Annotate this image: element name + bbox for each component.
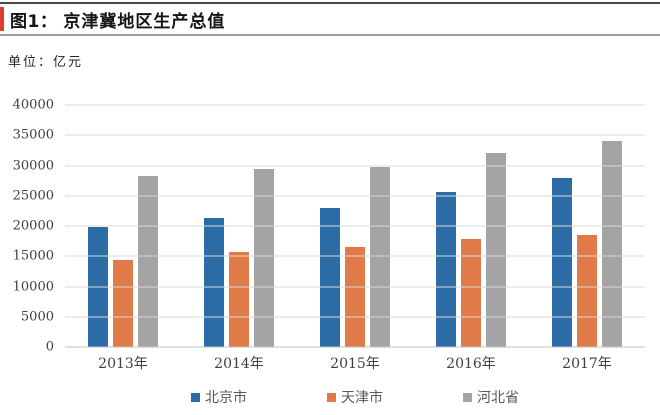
- legend-item-河北省: 河北省: [463, 387, 519, 407]
- bar-天津市-2016年: [461, 238, 481, 347]
- x-axis-labels: 2013年 2014年 2015年 2016年 2017年: [65, 353, 645, 373]
- legend-swatch-icon: [191, 392, 200, 402]
- y-tick-label: 30000: [12, 158, 54, 173]
- legend-swatch-icon: [463, 392, 472, 402]
- y-axis: 0 5000 10000 15000 20000 25000 30000 35000 40000: [0, 99, 58, 354]
- bar-河北省-2016年: [486, 152, 506, 347]
- gridline: [65, 255, 645, 257]
- plot-area: [65, 104, 645, 348]
- bar-北京市-2014年: [204, 217, 224, 347]
- bar-group-2015年: [320, 105, 390, 347]
- legend-item-天津市: 天津市: [327, 387, 383, 407]
- title-block: 图1： 京津冀地区生产总值: [0, 2, 660, 36]
- gridline: [65, 316, 645, 318]
- x-tick-label: 2014年: [214, 356, 264, 372]
- title-accent-bar: [0, 7, 4, 31]
- bar-北京市-2013年: [88, 227, 108, 347]
- y-tick-label: 15000: [12, 248, 54, 264]
- page-title: 京津冀地区生产总值: [63, 11, 226, 32]
- bar-河北省-2017年: [602, 141, 622, 347]
- gridline: [65, 104, 645, 106]
- x-tick-label: 2013年: [98, 356, 148, 372]
- y-tick-label: 10000: [12, 279, 54, 294]
- gridline: [65, 134, 645, 136]
- bar-天津市-2013年: [113, 260, 133, 347]
- legend-label: 北京市: [205, 390, 247, 406]
- bar-chart: 0 5000 10000 15000 20000 25000 30000 35000 40000…: [0, 95, 660, 375]
- bar-北京市-2017年: [552, 177, 572, 347]
- bar-group-2016年: [436, 105, 506, 347]
- gridline: [65, 286, 645, 287]
- gridline: [65, 165, 645, 166]
- y-tick-label: 5000: [20, 309, 54, 325]
- x-tick-label: 2016年: [446, 356, 496, 372]
- y-tick-label: 20000: [12, 218, 54, 234]
- bar-天津市-2017年: [577, 234, 597, 347]
- y-tick-label: 40000: [12, 97, 54, 113]
- y-tick-label: 25000: [12, 188, 54, 204]
- bar-北京市-2016年: [436, 191, 456, 347]
- x-axis-line: [65, 346, 645, 348]
- legend-item-北京市: 北京市: [191, 387, 247, 407]
- bar-河北省-2014年: [254, 169, 274, 347]
- y-tick-label: 35000: [12, 127, 54, 143]
- y-tick-label: 0: [45, 339, 54, 355]
- gridline: [65, 195, 645, 197]
- bar-河北省-2015年: [370, 166, 390, 347]
- bar-河北省-2013年: [138, 175, 158, 347]
- bar-group-2014年: [204, 105, 274, 347]
- bar-group-2017年: [552, 105, 622, 347]
- bars-layer: [65, 105, 645, 347]
- legend-label: 天津市: [341, 390, 383, 406]
- bar-天津市-2014年: [229, 251, 249, 347]
- gridline: [65, 225, 645, 227]
- bar-天津市-2015年: [345, 246, 365, 347]
- legend-swatch-icon: [327, 392, 336, 402]
- legend: 北京市 天津市 河北省: [65, 387, 645, 407]
- x-tick-label: 2015年: [330, 356, 380, 372]
- x-tick-label: 2017年: [562, 356, 612, 372]
- legend-label: 河北省: [477, 390, 519, 406]
- figure-label: 图1：: [10, 11, 58, 32]
- unit-label: 单位：亿元: [8, 55, 84, 70]
- bar-北京市-2015年: [320, 207, 340, 347]
